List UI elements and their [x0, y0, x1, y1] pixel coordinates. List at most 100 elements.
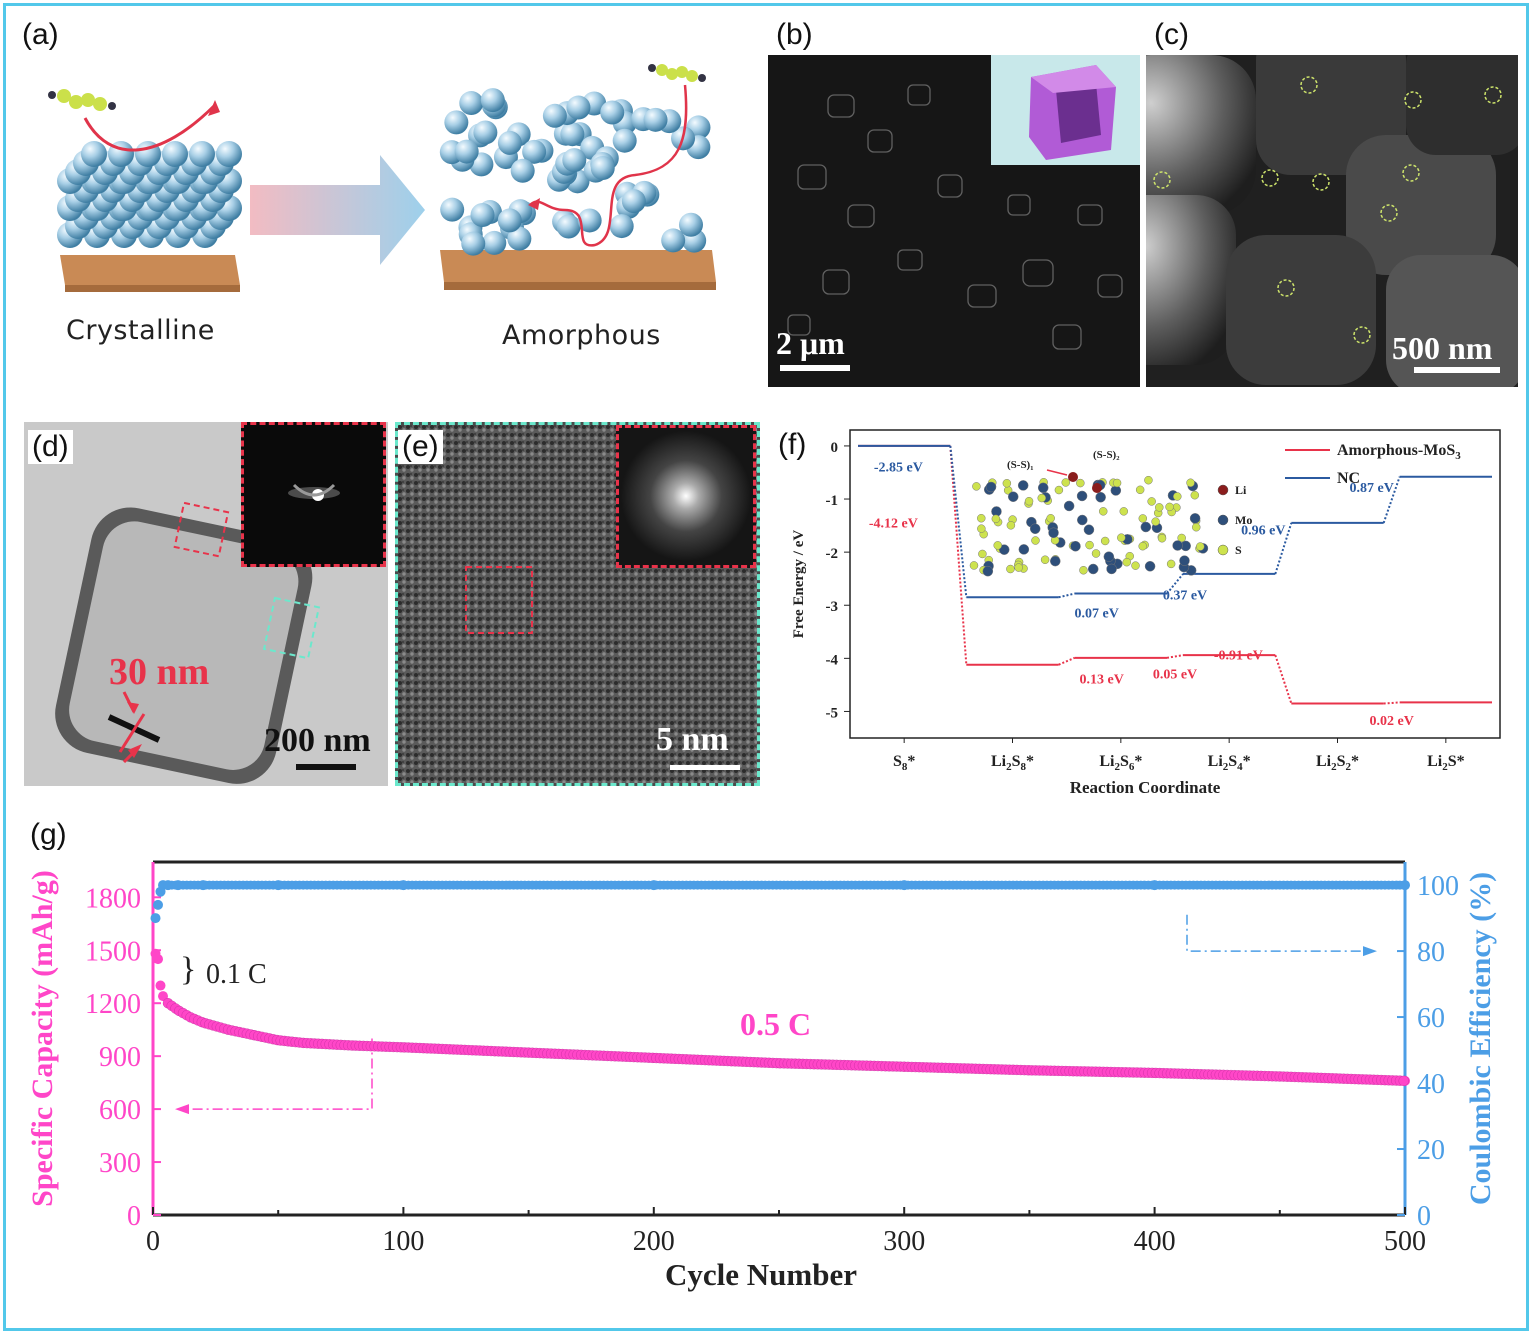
polysulfide-molecule-right [648, 64, 706, 82]
sphere [577, 208, 602, 233]
panel-c-label: (c) [1150, 18, 1193, 52]
sphere [556, 214, 581, 239]
sphere [459, 91, 484, 116]
energy-connector-1 [1166, 573, 1184, 595]
figure-border [3, 3, 1529, 1331]
scale-bar-d [296, 764, 356, 770]
inset-legend-dot [1217, 544, 1229, 556]
sem-cubes-highmag [1146, 55, 1518, 387]
efficiency-axis-arrow [1186, 914, 1365, 952]
sphere [510, 158, 535, 183]
panel-e-label: (e) [398, 430, 443, 464]
sphere [444, 110, 469, 135]
panel-c-sem-image: 500 nm [1146, 55, 1518, 387]
y-left-tick-label-g: 0 [127, 1201, 141, 1232]
inset-legend-label: Mo [1235, 513, 1252, 527]
x-tick-label-g: 500 [1384, 1226, 1426, 1257]
nanocube-inset [991, 55, 1140, 165]
legend-label: NC [1337, 470, 1360, 487]
y-right-tick-label-g: 20 [1417, 1135, 1445, 1166]
efficiency-point [150, 913, 161, 924]
energy-connector-0 [1166, 654, 1184, 659]
sphere [482, 230, 507, 255]
free-energy-chart: 0 -1 -2 -3 -4 -5 Free Energy / eV S8* Li2S8* Li2S… [791, 429, 1501, 797]
y-left-axis-label-g: Specific Capacity (mAh/g) [26, 870, 59, 1207]
x-tick-label-g: 300 [883, 1226, 925, 1257]
y-tick-label-f: -3 [826, 599, 839, 615]
y-right-tick-label-g: 40 [1417, 1069, 1445, 1100]
fft-pattern [621, 431, 751, 561]
panel-d-tem-image: 30 nm 200 nm [24, 422, 388, 786]
y-right-axis-label-g: Coulombic Efficiency (%) [1464, 872, 1497, 1205]
sphere [473, 120, 498, 145]
step-energy-label: -0.91 eV [1214, 648, 1263, 663]
inset-legend-label: S [1235, 543, 1242, 557]
energy-connector-0 [1383, 701, 1400, 705]
y-tick-label-f: 0 [831, 440, 839, 456]
sphere [216, 141, 242, 167]
panel-b-sem-image: 2 μm [768, 55, 1140, 387]
panel-d-label: (d) [28, 430, 73, 464]
step-energy-label: -2.85 eV [874, 461, 923, 476]
x-tick-label-f: Li2S4* [1208, 753, 1251, 773]
panel-a-schematic [48, 64, 716, 292]
y-tick-label-f: -1 [826, 493, 839, 509]
x-tick-label-g: 100 [382, 1226, 424, 1257]
panel-b-label: (b) [772, 18, 817, 52]
efficiency-point [153, 899, 164, 910]
step-energy-label: 0.07 eV [1075, 606, 1119, 621]
inset-legend-dot [1217, 514, 1229, 526]
x-tick-label-f: Li2S8* [991, 753, 1034, 773]
scale-bar-b [780, 365, 850, 371]
efficiency-axis-arrowhead [1363, 946, 1377, 957]
sphere [643, 107, 668, 132]
scale-bar-d-label: 200 nm [264, 722, 371, 759]
y-left-tick-label-g: 900 [99, 1042, 141, 1073]
y-left-tick-label-g: 1200 [85, 989, 141, 1020]
inset-legend-dot [1217, 484, 1229, 496]
rate-high-label: 0.5 C [740, 1006, 811, 1042]
polysulfide-molecule-left [48, 89, 116, 111]
step-energy-label: -4.12 eV [869, 516, 918, 531]
x-axis-label-g: Cycle Number [665, 1257, 857, 1292]
x-tick-label-f: Li2S2* [1316, 753, 1359, 773]
y-right-tick-label-g: 80 [1417, 937, 1445, 968]
energy-connector-0 [1058, 656, 1076, 666]
step-energy-label: 0.37 eV [1163, 589, 1207, 604]
y-right-tick-label-g: 0 [1417, 1201, 1431, 1232]
x-tick-label-f: Li2S* [1427, 753, 1465, 773]
panel-f-label: (f) [778, 428, 807, 461]
sphere [497, 208, 522, 233]
scale-bar-e-label: 5 nm [656, 721, 729, 758]
scale-bar-c [1414, 367, 1500, 373]
step-energy-label: 0.05 eV [1153, 667, 1197, 682]
x-tick-label-g: 400 [1134, 1226, 1176, 1257]
step-energy-label: 0.87 eV [1350, 481, 1394, 496]
energy-connector-0 [1274, 654, 1293, 704]
sphere [542, 103, 567, 128]
scale-bar-b-label: 2 μm [776, 325, 845, 361]
energy-connector-1 [1274, 522, 1293, 575]
inset-label-ss1: (S-S)₁ [1007, 459, 1034, 471]
energy-connector-1 [1382, 476, 1401, 524]
y-left-tick-label-g: 1500 [85, 936, 141, 967]
sphere [590, 156, 615, 181]
capacity-point [158, 991, 169, 1002]
sphere [461, 231, 486, 256]
sphere [661, 228, 686, 253]
energy-connector-1 [949, 445, 968, 598]
sphere [454, 139, 479, 164]
y-right-tick-label-g: 100 [1417, 871, 1459, 902]
step-energy-label: 0.96 eV [1241, 523, 1285, 538]
sphere [600, 100, 625, 125]
x-tick-label-f: Li2S6* [1099, 753, 1142, 773]
step-energy-label: 0.02 eV [1370, 714, 1414, 729]
sphere [162, 141, 188, 167]
crystal-spheres [57, 141, 242, 248]
sphere [480, 88, 505, 113]
sphere [560, 122, 585, 147]
sphere [189, 141, 215, 167]
sphere [609, 214, 634, 239]
